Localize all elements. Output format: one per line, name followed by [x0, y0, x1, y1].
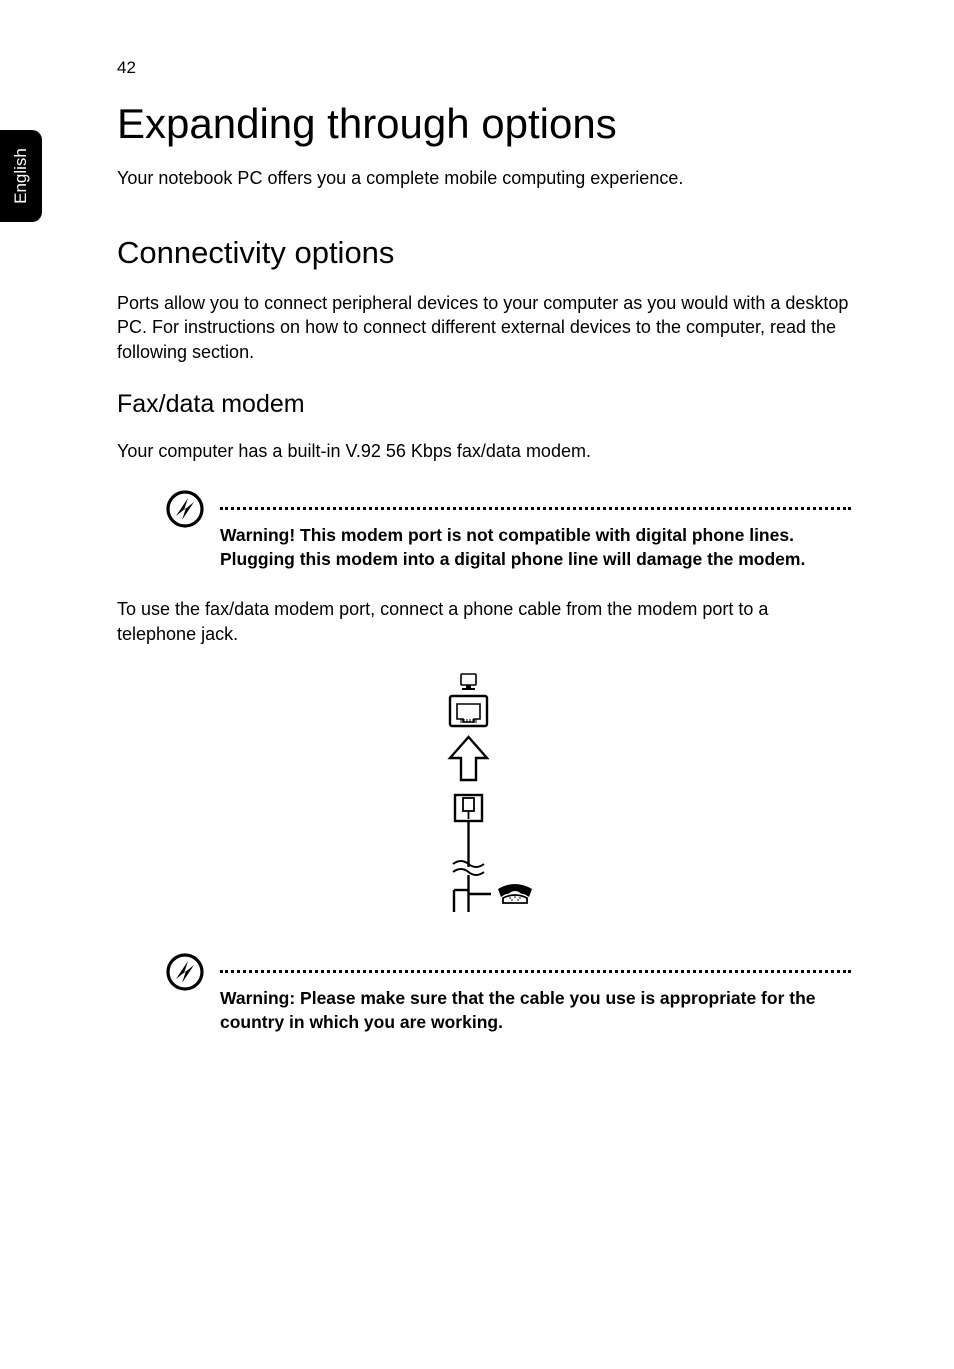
modem-diagram — [117, 672, 851, 932]
intro-text: Your notebook PC offers you a complete m… — [117, 168, 851, 189]
page-content: Expanding through options Your notebook … — [117, 100, 851, 1060]
language-tab: English — [0, 130, 42, 222]
modem-description: Your computer has a built-in V.92 56 Kbp… — [117, 439, 851, 463]
page-number: 42 — [117, 58, 136, 78]
warning-content: Warning! This modem port is not compatib… — [220, 489, 851, 571]
dotted-divider — [220, 507, 851, 510]
warning-content: Warning: Please make sure that the cable… — [220, 952, 851, 1034]
section-intro: Ports allow you to connect peripheral de… — [117, 291, 851, 364]
language-label: English — [11, 148, 31, 204]
warning-text-1: Warning! This modem port is not compatib… — [220, 524, 851, 571]
main-heading: Expanding through options — [117, 100, 851, 148]
warning-text-2: Warning: Please make sure that the cable… — [220, 987, 851, 1034]
warning-block-1: Warning! This modem port is not compatib… — [117, 489, 851, 571]
subsection-heading: Fax/data modem — [117, 390, 851, 419]
warning-icon — [165, 489, 210, 529]
dotted-divider — [220, 970, 851, 973]
warning-icon — [165, 952, 210, 992]
section-heading: Connectivity options — [117, 235, 851, 271]
modem-usage: To use the fax/data modem port, connect … — [117, 597, 851, 646]
warning-block-2: Warning: Please make sure that the cable… — [117, 952, 851, 1034]
